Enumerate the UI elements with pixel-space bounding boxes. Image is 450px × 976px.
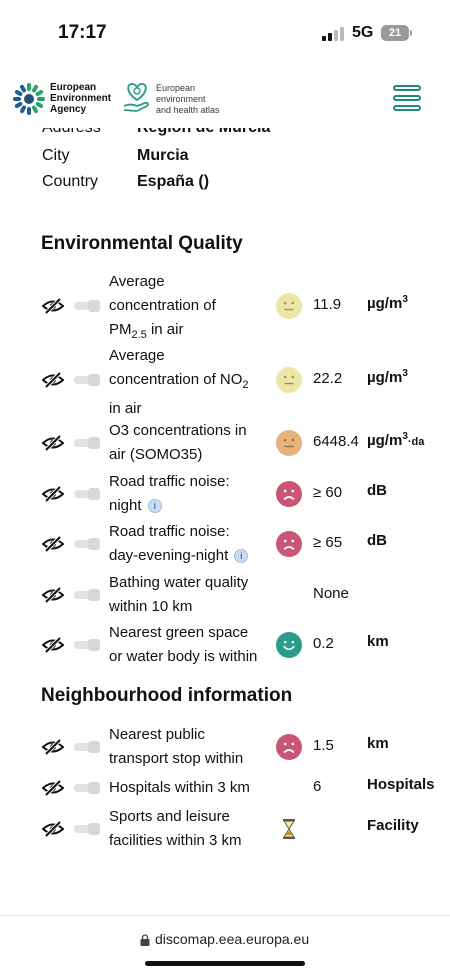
indicator-value: 0.2 bbox=[313, 635, 334, 652]
visibility-off-icon[interactable] bbox=[41, 535, 65, 553]
network-type: 5G bbox=[352, 24, 374, 41]
layer-toggle[interactable] bbox=[74, 639, 102, 651]
indicator-name: Nearest green space or water body is with… bbox=[109, 624, 258, 665]
status-time: 17:17 bbox=[58, 22, 107, 43]
indicator-unit: µg/m3 bbox=[367, 368, 408, 386]
indicator-unit: µg/m3 bbox=[367, 294, 408, 312]
layer-toggle[interactable] bbox=[74, 488, 102, 500]
indicator-name: Bathing water quality within 10 km bbox=[109, 574, 249, 615]
results-panel: Address Región de Murcia City Murcia Cou… bbox=[0, 113, 450, 913]
sad-face-icon bbox=[276, 481, 302, 507]
url-text: discomap.eea.europa.eu bbox=[155, 931, 310, 947]
indicator-unit: Hospitals bbox=[367, 776, 435, 793]
indicator-value: 6 bbox=[313, 778, 322, 795]
indicator-value: None bbox=[313, 585, 349, 602]
layer-toggle[interactable] bbox=[74, 782, 102, 794]
visibility-off-icon[interactable] bbox=[41, 636, 65, 654]
indicator-unit: km bbox=[367, 735, 389, 752]
indicator-name: Road traffic noise: night i bbox=[109, 473, 230, 514]
lock-icon bbox=[140, 934, 150, 946]
hourglass-icon bbox=[276, 816, 302, 842]
neutral-face-icon bbox=[276, 293, 302, 319]
info-icon[interactable]: i bbox=[234, 549, 249, 564]
section-title-environmental: Environmental Quality bbox=[41, 233, 243, 254]
indicator-name: O3 concentrations in air (SOMO35) bbox=[109, 422, 247, 463]
visibility-off-icon[interactable] bbox=[41, 820, 65, 838]
layer-toggle[interactable] bbox=[74, 589, 102, 601]
site-header: European Environment Agency European env… bbox=[0, 66, 450, 128]
signal-icon bbox=[322, 27, 344, 41]
indicator-unit: dB bbox=[367, 532, 387, 549]
indicator-name: Sports and leisure facilities within 3 km bbox=[109, 808, 242, 849]
visibility-off-icon[interactable] bbox=[41, 371, 65, 389]
health-atlas-logo[interactable]: European environment and health atlas bbox=[121, 80, 231, 116]
happy-face-icon bbox=[276, 632, 302, 658]
info-icon[interactable]: i bbox=[147, 499, 162, 514]
visibility-off-icon[interactable] bbox=[41, 297, 65, 315]
layer-toggle[interactable] bbox=[74, 374, 102, 386]
battery-icon: 21 bbox=[381, 25, 409, 41]
layer-toggle[interactable] bbox=[74, 741, 102, 753]
neutral-face-icon bbox=[276, 367, 302, 393]
heart-hand-icon bbox=[123, 83, 149, 112]
indicator-name: Road traffic noise: day-evening-night i bbox=[109, 520, 274, 568]
status-bar: 17:17 5G 21 bbox=[0, 0, 450, 66]
neutral-face-icon bbox=[276, 430, 302, 456]
layer-toggle[interactable] bbox=[74, 437, 102, 449]
indicator-unit: µg/m3·da bbox=[367, 431, 425, 449]
visibility-off-icon[interactable] bbox=[41, 485, 65, 503]
browser-url-bar[interactable]: discomap.eea.europa.eu bbox=[0, 915, 450, 976]
layer-toggle[interactable] bbox=[74, 538, 102, 550]
battery-nub bbox=[410, 30, 412, 36]
sad-face-icon bbox=[276, 734, 302, 760]
indicator-name: Nearest public transport stop within bbox=[109, 726, 244, 767]
visibility-off-icon[interactable] bbox=[41, 586, 65, 604]
indicator-value: ≥ 60 bbox=[313, 484, 343, 501]
hamburger-menu-icon[interactable] bbox=[393, 85, 421, 113]
layer-toggle[interactable] bbox=[74, 300, 102, 312]
indicator-value: 22.2 bbox=[313, 370, 343, 387]
layer-toggle[interactable] bbox=[74, 823, 102, 835]
eea-logo-text: European Environment Agency bbox=[50, 82, 112, 115]
indicator-value: 11.9 bbox=[313, 296, 342, 313]
sad-face-icon bbox=[276, 531, 302, 557]
eea-logo[interactable]: European Environment Agency bbox=[12, 80, 112, 116]
home-indicator[interactable] bbox=[145, 961, 305, 966]
indicator-unit: dB bbox=[367, 482, 387, 499]
visibility-off-icon[interactable] bbox=[41, 738, 65, 756]
indicator-unit: Facility bbox=[367, 817, 419, 834]
indicator-name: Average concentration of NO2 in air bbox=[109, 347, 249, 417]
indicator-name: Hospitals within 3 km bbox=[109, 779, 250, 796]
indicator-value: ≥ 65 bbox=[313, 534, 343, 551]
visibility-off-icon[interactable] bbox=[41, 779, 65, 797]
section-title-neighbourhood: Neighbourhood information bbox=[41, 685, 293, 706]
health-atlas-logo-text: European environment and health atlas bbox=[156, 83, 220, 115]
indicator-value: 6448.4 bbox=[313, 433, 359, 450]
eea-logo-icon bbox=[13, 83, 45, 115]
visibility-off-icon[interactable] bbox=[41, 434, 65, 452]
indicator-unit: km bbox=[367, 633, 389, 650]
indicator-name: Average concentration of PM2.5 in air bbox=[109, 273, 216, 341]
indicator-value: 1.5 bbox=[313, 737, 334, 754]
